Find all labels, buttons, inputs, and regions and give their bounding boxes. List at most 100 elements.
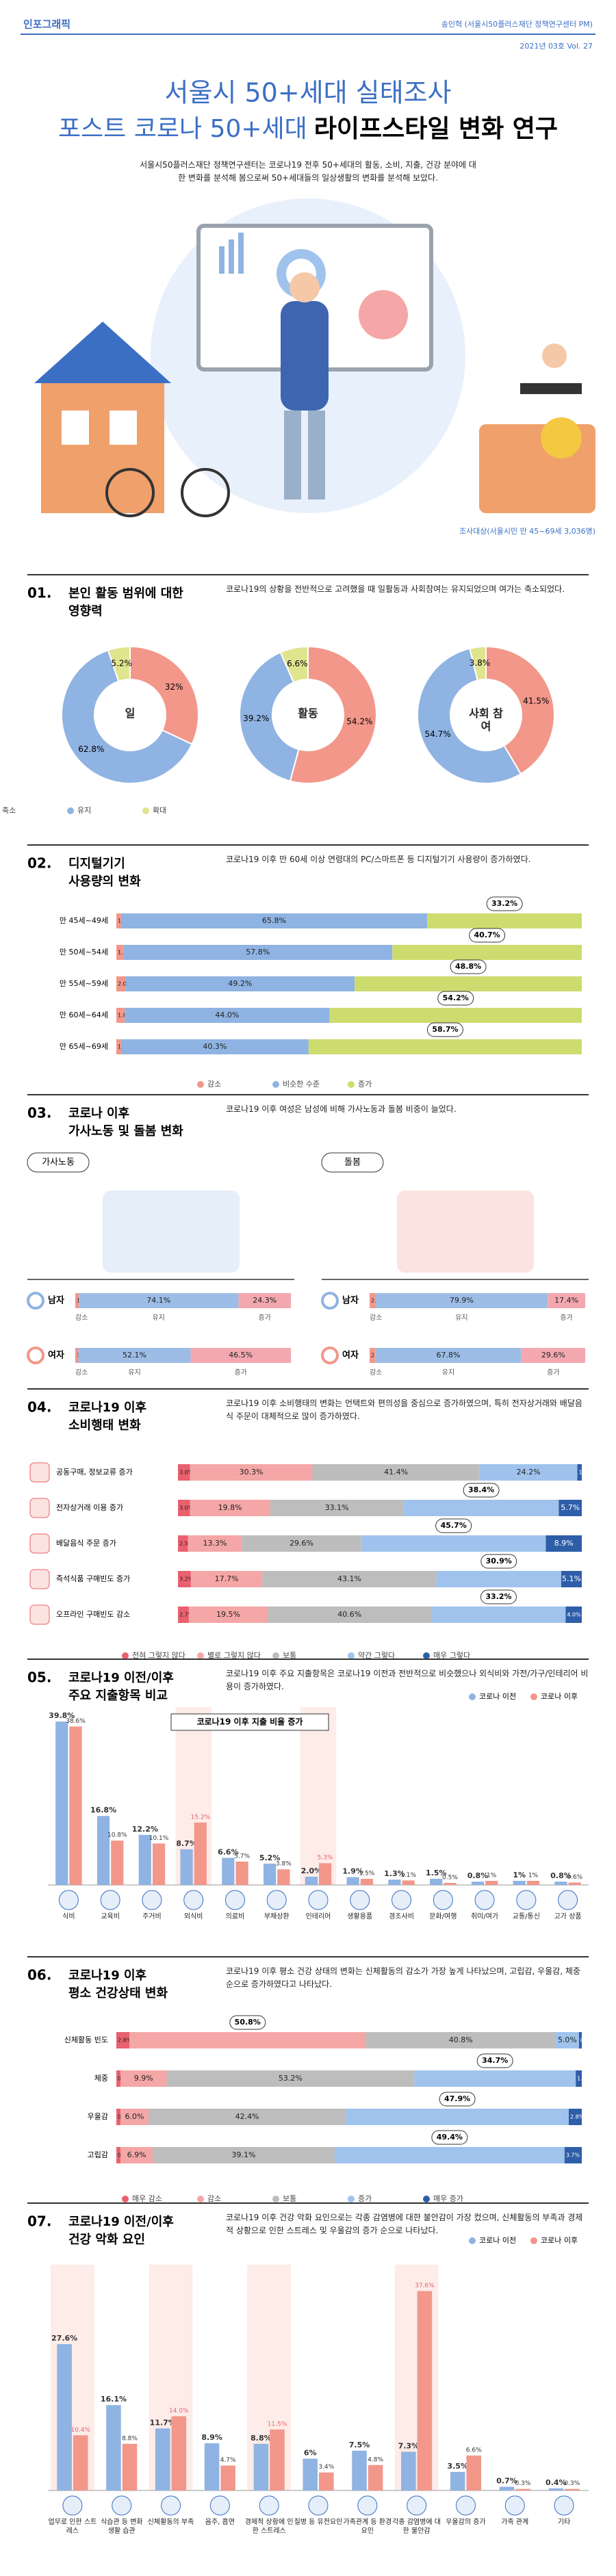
section-number: 07. (27, 2213, 51, 2230)
stage-label: 감소 (370, 1314, 382, 1322)
value-label: 57.8% (246, 948, 270, 957)
section-title: 코로나19 이후 (68, 1968, 146, 1983)
bar-segment (546, 1535, 582, 1552)
value-label: 33.1% (325, 1503, 349, 1512)
row-label: 오프라인 구매빈도 감소 (56, 1610, 130, 1619)
legend-label: 감소 (207, 1080, 221, 1089)
value-label: 6.6% (218, 1847, 239, 1856)
value-label: 65.8% (262, 916, 286, 925)
bar (346, 1877, 359, 1885)
value-label: 48.8% (455, 962, 481, 971)
label-bubble (426, 1022, 463, 1037)
value-label: 5.2% (111, 659, 132, 668)
x-tick-label: 신체활동의 부족 (147, 2519, 194, 2526)
category-icon (407, 2495, 427, 2516)
value-label: 24.3% (253, 1296, 277, 1305)
bar (450, 2471, 465, 2490)
value-label: 62.8% (78, 744, 104, 754)
donut-slice (129, 645, 199, 745)
legend-swatch (530, 1693, 537, 1700)
section-number: 05. (27, 1669, 51, 1686)
value-label: 7.5% (349, 2441, 370, 2449)
value-label: 1.9% (342, 1867, 363, 1876)
label-bubble (450, 959, 487, 974)
bar-segment (188, 1535, 242, 1552)
value-label: 1.5% (359, 1871, 374, 1877)
bar-segment (568, 2109, 582, 2125)
category-icon (308, 2495, 329, 2516)
bar-segment (238, 1293, 291, 1308)
bar-segment (361, 1535, 546, 1552)
legend-swatch (423, 1652, 430, 1659)
bar (270, 2429, 285, 2490)
bar (253, 2443, 269, 2490)
value-label: 2.0% (301, 1866, 322, 1875)
stage-label: 유지 (455, 1314, 467, 1322)
x-tick-label: 부채상환 (264, 1913, 290, 1921)
stage-label: 유지 (153, 1314, 165, 1322)
legend-swatch (272, 2196, 279, 2202)
value-label: 8.9% (201, 2433, 222, 2442)
legend-label: 약간 그렇다 (358, 1650, 395, 1660)
legend-label: 매우 감소 (132, 2194, 162, 2203)
x-tick-label: 외식비 (183, 1913, 203, 1921)
value-label: 13.3% (203, 1539, 227, 1548)
section-description: 코로나19 이후 평소 건강 상태의 변화는 신체활동의 감소가 가장 높게 나… (226, 1966, 580, 1990)
value-label: 15.2% (191, 1814, 211, 1821)
value-label: 40.6% (337, 1610, 361, 1619)
section-title: 건강 악화 요인 (68, 2233, 145, 2247)
x-tick-label: 경제적 상황에 인한 스트레스 (244, 2519, 294, 2535)
value-label: 3.5% (447, 2462, 468, 2471)
label-bubble (476, 2053, 513, 2068)
bar-segment (334, 2147, 565, 2163)
x-tick-label: 고가 상품 (554, 1913, 582, 1921)
x-tick-label: 문화/여행 (429, 1913, 457, 1921)
row-label: 만 55세~59세 (60, 979, 108, 988)
row-label: 만 45세~49세 (60, 916, 108, 925)
value-label: 41.4% (384, 1468, 408, 1476)
bar-segment (375, 1293, 548, 1308)
annotation: 코로나19 이후 지출 비율 증가 (197, 1717, 303, 1727)
bar-segment (308, 1039, 582, 1054)
row-label: 즉석식품 구매빈도 증가 (56, 1574, 130, 1583)
bar-segment (370, 1293, 376, 1308)
value-label: 3.8% (276, 1861, 292, 1868)
stage-label: 증가 (547, 1368, 559, 1377)
category-icon (183, 1890, 204, 1910)
value-label: 50.8% (235, 2018, 261, 2027)
bar-segment (178, 1571, 191, 1587)
bar (180, 1849, 193, 1885)
value-label: 54.2% (443, 993, 469, 1002)
value-label: 46.5% (229, 1351, 253, 1359)
x-tick-label: 업무로 인한 스트레스 (48, 2519, 97, 2535)
bar-segment (414, 2070, 576, 2087)
value-label: 38.6% (66, 1718, 86, 1725)
section-description: 코로나19 이후 소비행태의 변화는 언택트와 편의성을 중심으로 증가하였으며… (226, 1398, 582, 1422)
x-tick-label: 교육비 (101, 1913, 120, 1921)
x-tick-label: 생활용품 (347, 1913, 373, 1921)
legend-swatch (197, 1081, 204, 1088)
value-label: 14.0% (169, 2408, 189, 2415)
category-icon (142, 1890, 162, 1910)
legend-label: 유지 (77, 806, 91, 815)
legend-label: 코로나 이전 (479, 1692, 516, 1701)
legend-label: 코로나 이후 (541, 2236, 578, 2245)
bar (220, 2465, 235, 2490)
bar-segment (120, 913, 428, 928)
legend-label: 축소 (2, 806, 16, 815)
bar-segment (120, 2070, 167, 2087)
bar-segment (116, 2070, 121, 2087)
value-label: 3.0% (179, 1470, 194, 1476)
legend-swatch (122, 1652, 129, 1659)
donut-slice (61, 649, 193, 784)
donut-center-label: 사회 참여 (469, 707, 503, 733)
section-title: 소비행태 변화 (68, 1418, 141, 1433)
legend-swatch (122, 2196, 129, 2202)
panel-illustration (397, 1191, 534, 1273)
bar (155, 2428, 170, 2490)
section-title: 평소 건강상태 변화 (68, 1986, 168, 2001)
bar-segment (431, 1606, 566, 1623)
bar (466, 2455, 481, 2490)
value-label: 0.8% (550, 1871, 572, 1880)
